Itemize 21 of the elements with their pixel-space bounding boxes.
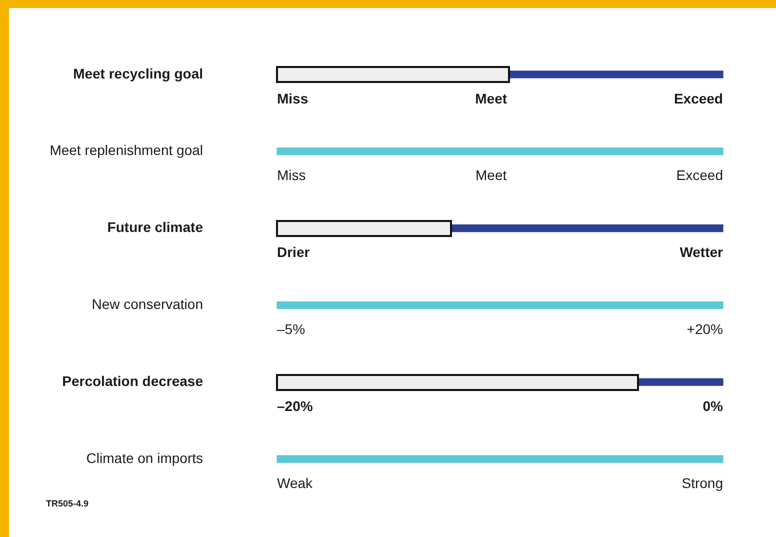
annotation: Weak <box>277 474 314 491</box>
annotation: Drier <box>277 244 310 260</box>
y-tick-label: New conservation <box>92 296 203 312</box>
annotation: Meet <box>475 90 508 106</box>
annotation: +20% <box>686 321 723 338</box>
annotation: Strong <box>682 474 723 491</box>
annotation: Exceed <box>674 90 723 106</box>
annotation: –20% <box>277 398 314 414</box>
annotation: Meet <box>476 167 507 184</box>
y-tick-label: Percolation decrease <box>62 372 204 389</box>
y-tick-label: Climate on imports <box>86 450 203 466</box>
y-tick-label: Meet recycling goal <box>73 65 203 82</box>
annotation: 0% <box>702 398 724 414</box>
annotation: Miss <box>277 90 308 106</box>
annotation: Exceed <box>676 167 723 184</box>
y-tick-label: Future climate <box>107 219 204 236</box>
y-tick-label: Meet replenishment goal <box>50 142 203 158</box>
annotation: Miss <box>277 167 306 184</box>
text: TR505-4.9 <box>46 498 89 508</box>
annotation: –5% <box>277 321 306 338</box>
annotation: Wetter <box>680 244 724 260</box>
